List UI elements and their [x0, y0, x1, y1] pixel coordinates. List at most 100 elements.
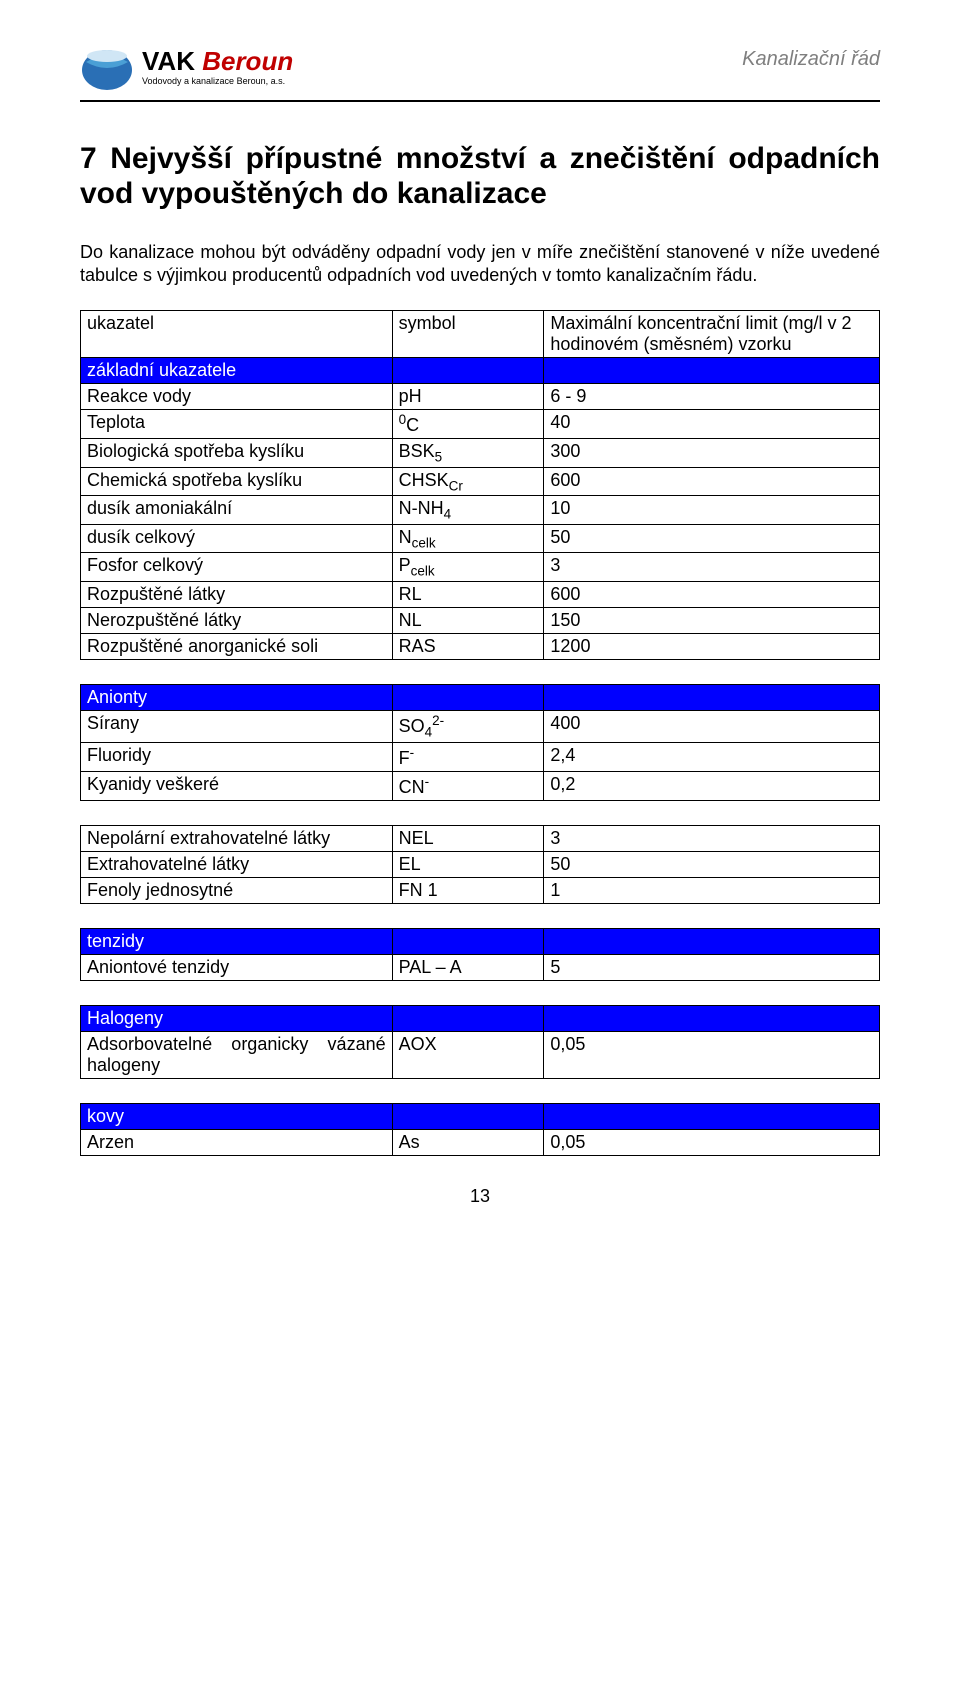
- cell-symbol: 0C: [392, 410, 544, 439]
- table-row: Fosfor celkovýPcelk3: [81, 553, 880, 582]
- cell-symbol: BSK5: [392, 439, 544, 468]
- cell-limit: 1200: [544, 633, 880, 659]
- page-container: VAK Beroun Vodovody a kanalizace Beroun,…: [0, 0, 960, 1247]
- table-anionty: Anionty SíranySO42-400FluoridyF-2,4Kyani…: [80, 684, 880, 801]
- logo-title: VAK Beroun: [142, 48, 293, 74]
- cell-ukazatel: Rozpuštěné anorganické soli: [81, 633, 393, 659]
- table-row: Rozpuštěné anorganické soliRAS1200: [81, 633, 880, 659]
- cell-ukazatel: dusík amoniakální: [81, 496, 393, 525]
- intro-paragraph: Do kanalizace mohou být odváděny odpadní…: [80, 241, 880, 286]
- table2-body: SíranySO42-400FluoridyF-2,4Kyanidy veške…: [81, 710, 880, 800]
- logo-text-b: Beroun: [202, 46, 293, 76]
- logo-block: VAK Beroun Vodovody a kanalizace Beroun,…: [80, 40, 293, 94]
- cell-limit: 300: [544, 439, 880, 468]
- page-header: VAK Beroun Vodovody a kanalizace Beroun,…: [80, 40, 880, 94]
- section-label: základní ukazatele: [81, 358, 393, 384]
- head-limit: Maximální koncentrační limit (mg/l v 2 h…: [544, 311, 880, 358]
- table-halogeny: Halogeny Adsorbovatelné organicky vázané…: [80, 1005, 880, 1079]
- cell-limit: 150: [544, 607, 880, 633]
- page-title: 7 Nejvyšší přípustné množství a znečiště…: [80, 142, 880, 211]
- page-number: 13: [80, 1186, 880, 1207]
- table-row: Aniontové tenzidyPAL – A5: [81, 954, 880, 980]
- cell-ukazatel: Aniontové tenzidy: [81, 954, 393, 980]
- cell-ukazatel: Biologická spotřeba kyslíku: [81, 439, 393, 468]
- cell-limit: 40: [544, 410, 880, 439]
- cell-symbol: PAL – A: [392, 954, 544, 980]
- cell-limit: 0,05: [544, 1031, 880, 1078]
- section-label: tenzidy: [81, 928, 393, 954]
- cell-ukazatel: Nerozpuštěné látky: [81, 607, 393, 633]
- cell-ukazatel: Kyanidy veškeré: [81, 771, 393, 800]
- table-row: Nerozpuštěné látkyNL150: [81, 607, 880, 633]
- table-row: Biologická spotřeba kyslíkuBSK5300: [81, 439, 880, 468]
- table-row: ArzenAs0,05: [81, 1129, 880, 1155]
- table-row: dusík amoniakálníN-NH410: [81, 496, 880, 525]
- cell-limit: 2,4: [544, 742, 880, 771]
- table-row: FluoridyF-2,4: [81, 742, 880, 771]
- table-row: Adsorbovatelné organicky vázané halogeny…: [81, 1031, 880, 1078]
- cell-symbol: F-: [392, 742, 544, 771]
- table-kovy: kovy ArzenAs0,05: [80, 1103, 880, 1156]
- table6-body: ArzenAs0,05: [81, 1129, 880, 1155]
- cell-limit: 600: [544, 467, 880, 496]
- cell-symbol: As: [392, 1129, 544, 1155]
- cell-ukazatel: Sírany: [81, 710, 393, 742]
- cell-symbol: CN-: [392, 771, 544, 800]
- table-row: Fenoly jednosytnéFN 11: [81, 877, 880, 903]
- cell-ukazatel: Fenoly jednosytné: [81, 877, 393, 903]
- head-symbol: symbol: [392, 311, 544, 358]
- table5-body: Adsorbovatelné organicky vázané halogeny…: [81, 1031, 880, 1078]
- table-row: dusík celkovýNcelk50: [81, 524, 880, 553]
- table1-body: Reakce vodypH6 - 9Teplota0C40Biologická …: [81, 384, 880, 660]
- logo-subtitle: Vodovody a kanalizace Beroun, a.s.: [142, 76, 293, 86]
- cell-limit: 3: [544, 825, 880, 851]
- table3-body: Nepolární extrahovatelné látkyNEL3Extrah…: [81, 825, 880, 903]
- cell-limit: 5: [544, 954, 880, 980]
- section-halogeny: Halogeny: [81, 1005, 880, 1031]
- cell-symbol: NL: [392, 607, 544, 633]
- cell-ukazatel: Rozpuštěné látky: [81, 581, 393, 607]
- section-kovy: kovy: [81, 1103, 880, 1129]
- logo-text-a: VAK: [142, 46, 195, 76]
- cell-symbol: RAS: [392, 633, 544, 659]
- cell-ukazatel: Extrahovatelné látky: [81, 851, 393, 877]
- cell-ukazatel: Arzen: [81, 1129, 393, 1155]
- table-row: Kyanidy veškeréCN-0,2: [81, 771, 880, 800]
- cell-symbol: CHSKCr: [392, 467, 544, 496]
- header-right-text: Kanalizační řád: [742, 48, 880, 71]
- cell-limit: 0,05: [544, 1129, 880, 1155]
- table-row: Chemická spotřeba kyslíkuCHSKCr600: [81, 467, 880, 496]
- cell-ukazatel: dusík celkový: [81, 524, 393, 553]
- section-label: Anionty: [81, 684, 393, 710]
- cell-symbol: SO42-: [392, 710, 544, 742]
- cell-limit: 50: [544, 851, 880, 877]
- section-label: Halogeny: [81, 1005, 393, 1031]
- cell-ukazatel: Nepolární extrahovatelné látky: [81, 825, 393, 851]
- cell-ukazatel: Fosfor celkový: [81, 553, 393, 582]
- cell-limit: 50: [544, 524, 880, 553]
- cell-symbol: N-NH4: [392, 496, 544, 525]
- cell-symbol: AOX: [392, 1031, 544, 1078]
- section-zakladni: základní ukazatele: [81, 358, 880, 384]
- table-tenzidy: tenzidy Aniontové tenzidyPAL – A5: [80, 928, 880, 981]
- cell-symbol: NEL: [392, 825, 544, 851]
- cell-symbol: FN 1: [392, 877, 544, 903]
- cell-ukazatel: Fluoridy: [81, 742, 393, 771]
- logo-text: VAK Beroun Vodovody a kanalizace Beroun,…: [142, 48, 293, 86]
- table-row: SíranySO42-400: [81, 710, 880, 742]
- table-row: Rozpuštěné látkyRL600: [81, 581, 880, 607]
- cell-symbol: Pcelk: [392, 553, 544, 582]
- cell-symbol: pH: [392, 384, 544, 410]
- water-drop-icon: [80, 40, 134, 94]
- table-row: Nepolární extrahovatelné látkyNEL3: [81, 825, 880, 851]
- table-row: Teplota0C40: [81, 410, 880, 439]
- table-head-row: ukazatel symbol Maximální koncentrační l…: [81, 311, 880, 358]
- cell-symbol: EL: [392, 851, 544, 877]
- cell-limit: 0,2: [544, 771, 880, 800]
- cell-limit: 3: [544, 553, 880, 582]
- table4-body: Aniontové tenzidyPAL – A5: [81, 954, 880, 980]
- cell-ukazatel: Adsorbovatelné organicky vázané halogeny: [81, 1031, 393, 1078]
- cell-symbol: RL: [392, 581, 544, 607]
- table-extrahovatelne: Nepolární extrahovatelné látkyNEL3Extrah…: [80, 825, 880, 904]
- head-ukazatel: ukazatel: [81, 311, 393, 358]
